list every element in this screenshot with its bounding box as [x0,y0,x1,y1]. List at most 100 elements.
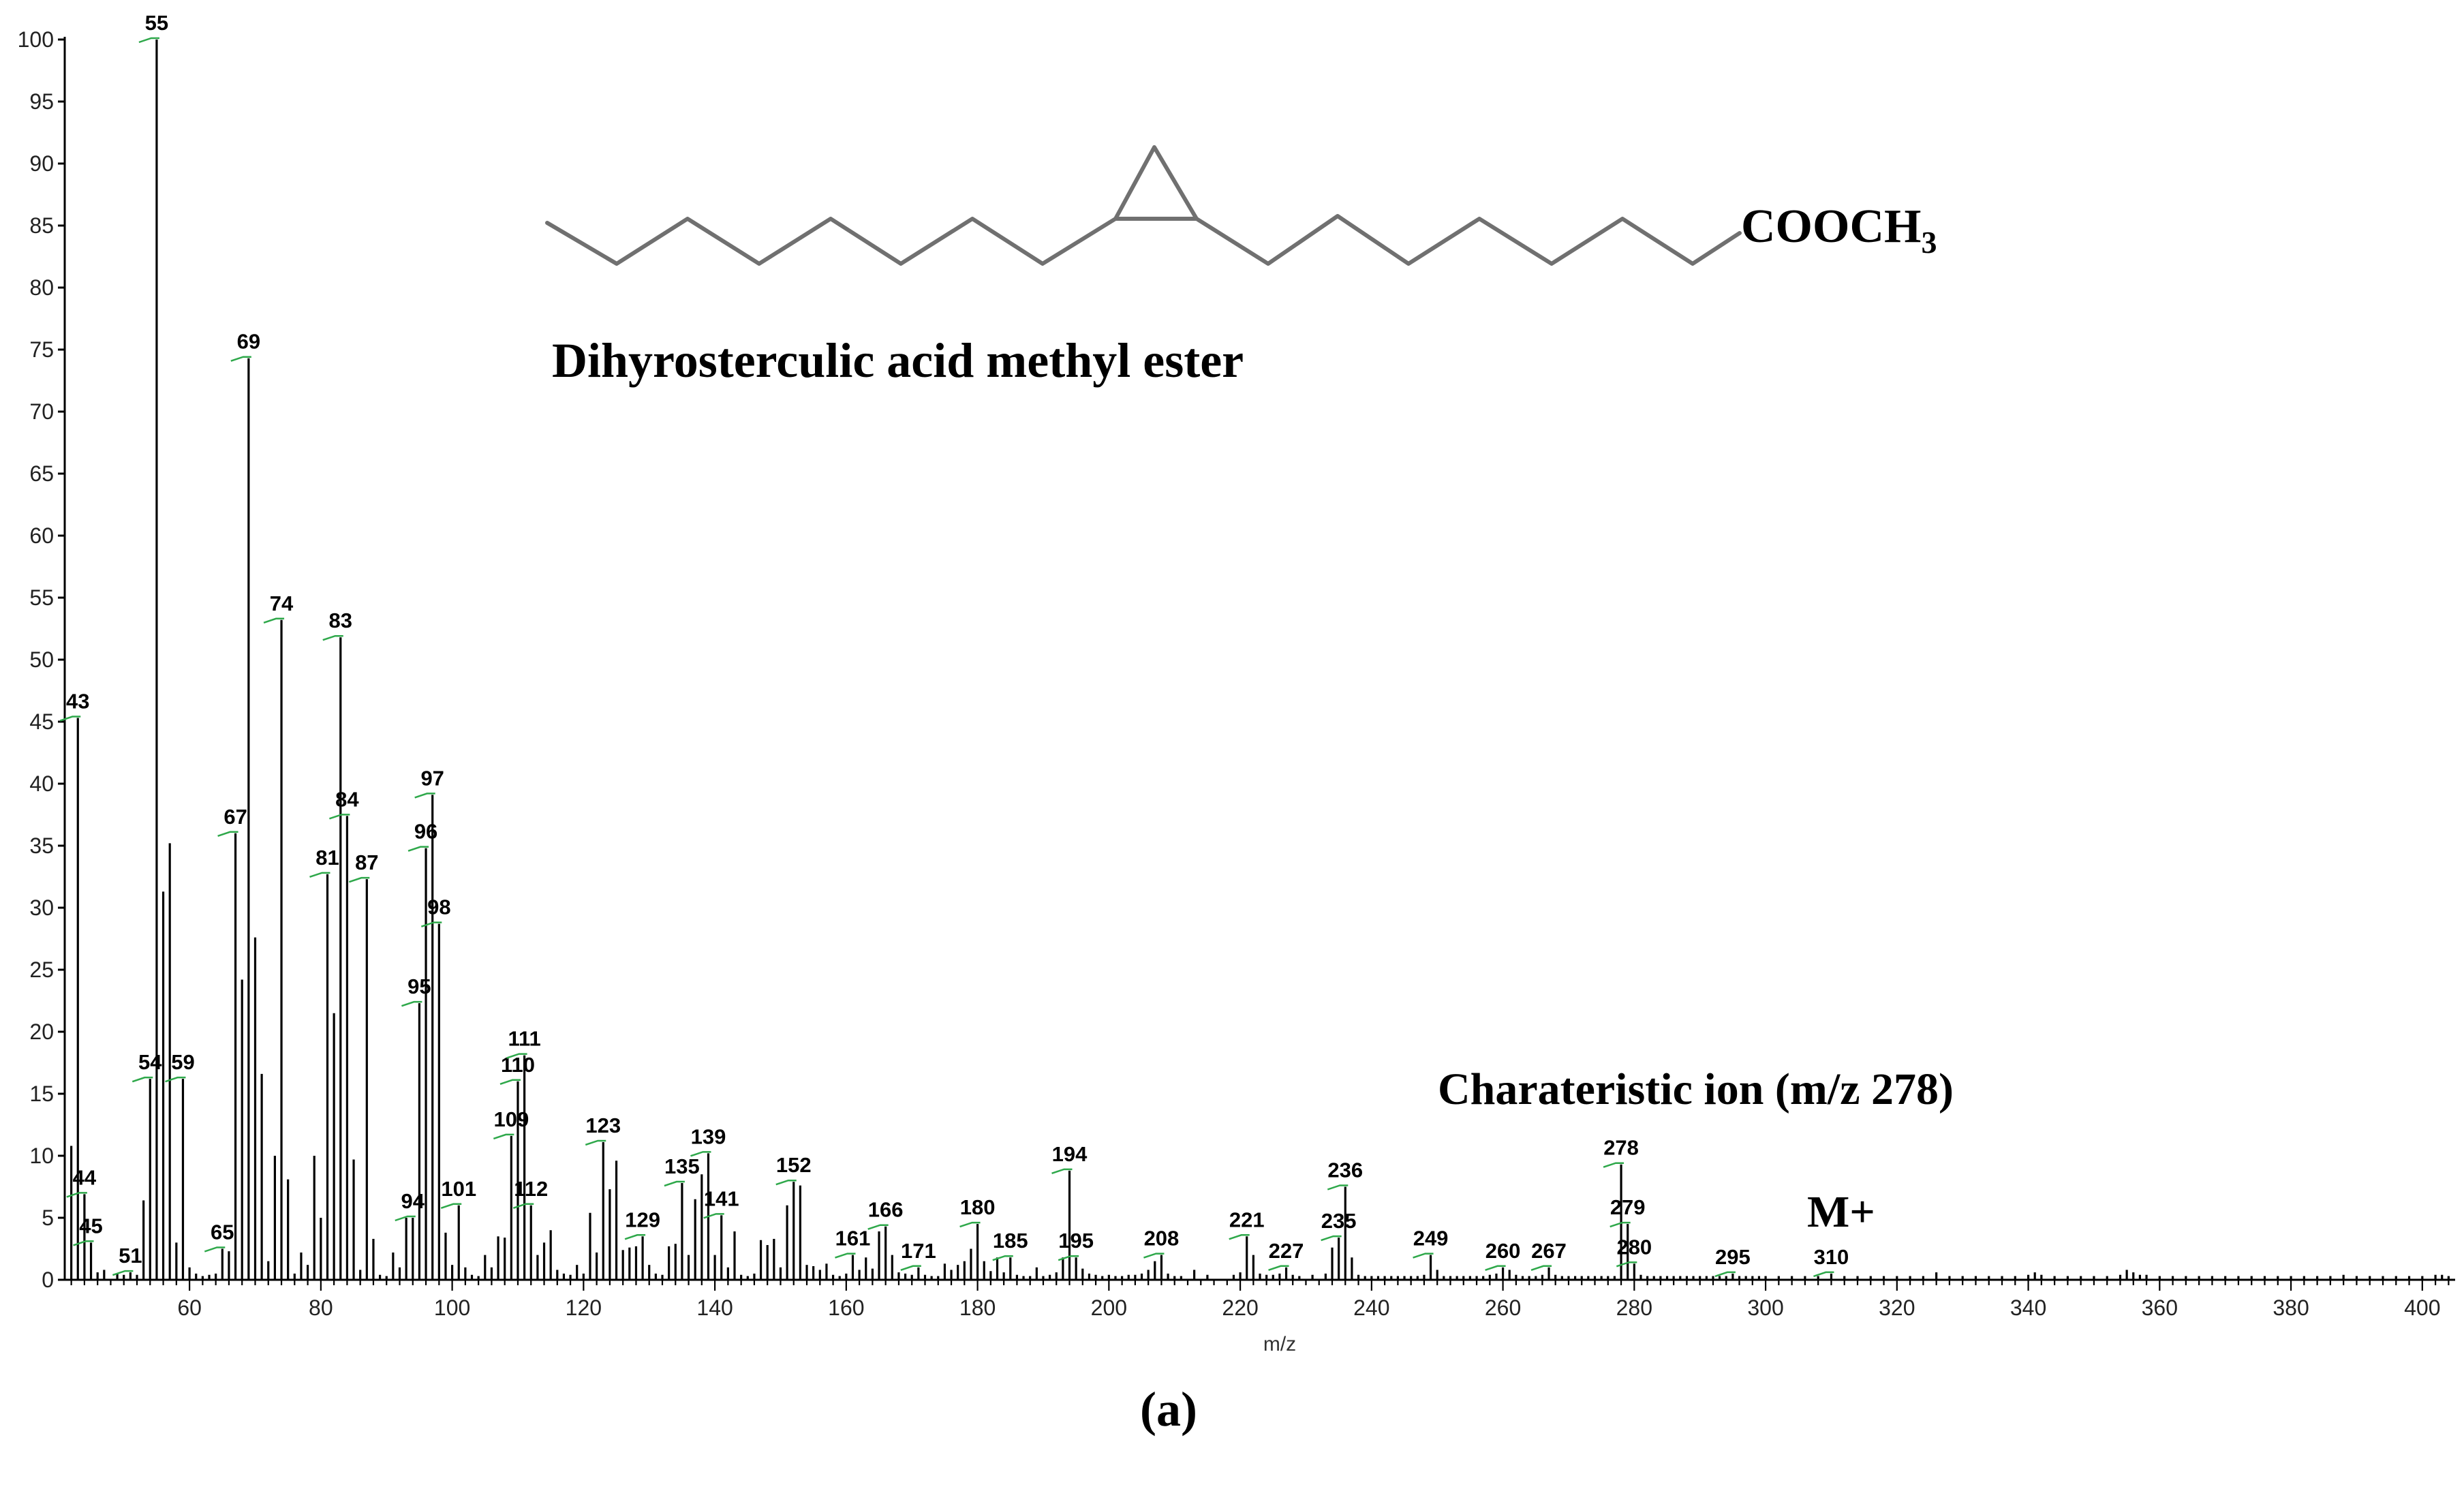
x-tick-label-180: 180 [959,1295,996,1320]
peak-label-67: 67 [224,805,247,829]
compound-name-label: Dihyrosterculic acid methyl ester [552,333,1244,388]
peak-label-marker-279 [1610,1221,1631,1228]
molecular-ion-label: M+ [1807,1187,1875,1237]
peak-label-310: 310 [1814,1245,1849,1269]
peak-label-95: 95 [407,974,431,998]
peak-label-marker-74 [263,617,285,624]
x-tick-label-160: 160 [828,1295,864,1320]
peak-label-marker-135 [664,1180,685,1187]
peak-label-marker-43 [59,716,81,722]
peak-label-marker-83 [322,634,343,641]
end-group-label: COOCH3 [1741,200,1937,260]
peak-label-111: 111 [508,1027,540,1051]
peak-label-84: 84 [335,787,359,811]
peak-label-161: 161 [835,1227,871,1250]
peak-label-227: 227 [1269,1239,1304,1263]
peak-label-marker-81 [309,872,330,878]
peak-label-marker-280 [1616,1261,1637,1268]
peak-label-marker-180 [959,1221,981,1228]
peak-label-marker-59 [165,1076,186,1083]
peak-label-marker-249 [1413,1253,1434,1259]
y-tick-label-20: 20 [29,1019,54,1044]
alkyl-chain-right [1195,214,1742,266]
x-tick-label-220: 220 [1222,1295,1258,1320]
peak-label-marker-227 [1268,1265,1289,1271]
peak-label-marker-141 [703,1213,724,1219]
x-tick-label-120: 120 [566,1295,602,1320]
peak-label-55: 55 [145,11,168,35]
y-tick-label-65: 65 [29,461,54,486]
molecule-structure-diagram [545,145,1742,266]
x-axis-title: m/z [1263,1333,1296,1355]
y-tick-label-100: 100 [18,27,54,52]
peak-label-54: 54 [138,1050,162,1074]
peak-label-marker-110 [499,1079,521,1085]
peak-label-marker-95 [401,1000,422,1007]
peak-label-139: 139 [691,1124,726,1148]
peak-bars [70,40,2450,1280]
peak-label-249: 249 [1413,1227,1449,1250]
peak-label-267: 267 [1531,1239,1567,1263]
peak-label-87: 87 [355,850,378,874]
peak-label-marker-44 [66,1192,87,1198]
y-tick-label-35: 35 [29,833,54,858]
y-tick-label-45: 45 [29,709,54,734]
peak-label-marker-94 [395,1215,416,1222]
peak-label-44: 44 [73,1165,97,1189]
peak-label-marker-87 [348,876,370,883]
x-tick-label-200: 200 [1091,1295,1127,1320]
peak-label-194: 194 [1052,1142,1088,1166]
peak-label-171: 171 [901,1239,936,1263]
peak-label-235: 235 [1321,1209,1357,1233]
peak-label-marker-51 [112,1270,134,1276]
peak-label-112: 112 [514,1177,548,1201]
peak-label-marker-310 [1813,1271,1834,1278]
peak-label-marker-123 [585,1139,606,1146]
y-tick-label-15: 15 [29,1081,54,1106]
peak-label-marker-69 [230,356,251,362]
peak-label-51: 51 [119,1244,142,1268]
x-tick-label-380: 380 [2273,1295,2309,1320]
peak-label-marker-236 [1327,1184,1349,1191]
peak-label-marker-101 [440,1203,462,1209]
peak-label-marker-96 [407,846,429,852]
peak-label-74: 74 [270,592,294,615]
peak-label-marker-161 [835,1253,856,1259]
peak-label-65: 65 [211,1221,234,1244]
peak-labels: 43 44 45 51 54 55 59 65 67 69 74 81 83 84 87 94 95 96 97 98… [59,11,1849,1278]
peak-label-marker-129 [624,1234,646,1240]
y-tick-label-75: 75 [29,337,54,362]
peak-label-135: 135 [664,1154,700,1178]
peak-label-marker-55 [138,37,159,44]
peak-label-marker-84 [329,814,350,820]
peak-label-marker-67 [217,831,238,837]
peak-label-260: 260 [1485,1239,1521,1263]
peak-label-marker-109 [493,1133,514,1140]
peak-label-166: 166 [868,1198,904,1222]
peak-label-180: 180 [960,1195,996,1219]
peak-label-59: 59 [171,1050,194,1074]
x-tick-label-360: 360 [2142,1295,2178,1320]
y-tick-label-60: 60 [29,523,54,548]
y-tick-label-50: 50 [29,647,54,672]
peak-label-marker-98 [420,921,442,927]
peak-label-96: 96 [414,820,437,844]
peak-label-98: 98 [427,895,450,919]
y-tick-label-10: 10 [29,1143,54,1168]
x-tick-label-300: 300 [1747,1295,1783,1320]
peak-label-marker-152 [775,1179,797,1186]
y-tick-label-90: 90 [29,151,54,176]
peak-label-123: 123 [585,1114,621,1137]
peak-label-45: 45 [79,1214,102,1238]
y-tick-label-80: 80 [29,275,54,300]
peak-label-marker-260 [1485,1265,1506,1271]
peak-label-83: 83 [329,609,352,632]
peak-label-marker-208 [1143,1253,1165,1259]
peak-label-marker-278 [1603,1162,1624,1168]
peak-label-43: 43 [66,690,89,713]
peak-label-marker-54 [132,1076,153,1083]
peak-label-152: 152 [776,1153,812,1177]
characteristic-ion-label: Charateristic ion (m/z 278) [1438,1064,1954,1114]
